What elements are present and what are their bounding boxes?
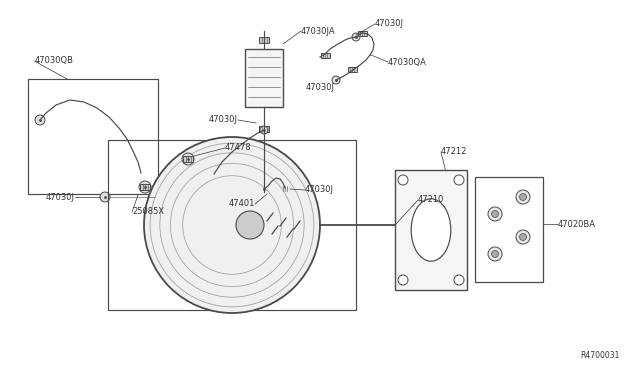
Circle shape xyxy=(520,193,527,201)
Circle shape xyxy=(139,181,151,193)
Bar xyxy=(280,186,289,190)
Text: 47030QB: 47030QB xyxy=(35,57,74,65)
Text: 47210: 47210 xyxy=(418,196,444,205)
Bar xyxy=(245,49,283,107)
Bar xyxy=(321,52,330,58)
Bar xyxy=(475,177,543,282)
Circle shape xyxy=(492,211,499,218)
Text: 47030J: 47030J xyxy=(375,19,404,29)
Bar xyxy=(140,184,150,190)
Circle shape xyxy=(488,247,502,261)
Circle shape xyxy=(260,126,268,134)
Text: 47401: 47401 xyxy=(228,199,255,208)
Circle shape xyxy=(260,185,268,193)
Text: 47020BA: 47020BA xyxy=(558,220,596,229)
Bar xyxy=(259,37,269,43)
Circle shape xyxy=(236,211,264,239)
Circle shape xyxy=(516,190,530,204)
Text: 47030JA: 47030JA xyxy=(301,26,335,35)
Circle shape xyxy=(520,234,527,241)
Bar xyxy=(348,67,356,71)
Text: 47030J: 47030J xyxy=(46,192,75,202)
Bar xyxy=(259,126,269,132)
Bar xyxy=(395,170,467,290)
Circle shape xyxy=(35,115,45,125)
Bar xyxy=(108,140,356,310)
Circle shape xyxy=(144,137,320,313)
Circle shape xyxy=(398,275,408,285)
Text: R4700031: R4700031 xyxy=(580,351,620,360)
Text: 47030J: 47030J xyxy=(306,83,335,92)
Circle shape xyxy=(516,230,530,244)
Text: 47478: 47478 xyxy=(225,144,252,153)
Circle shape xyxy=(488,207,502,221)
Text: 25085X: 25085X xyxy=(132,208,164,217)
Text: 47212: 47212 xyxy=(441,148,467,157)
Circle shape xyxy=(332,76,340,84)
Bar xyxy=(183,156,193,162)
Circle shape xyxy=(454,175,464,185)
Bar xyxy=(28,79,158,194)
Text: 47030QA: 47030QA xyxy=(388,58,427,67)
Circle shape xyxy=(352,33,360,41)
Circle shape xyxy=(454,275,464,285)
Text: 47030J: 47030J xyxy=(305,186,334,195)
Bar xyxy=(358,31,367,35)
Circle shape xyxy=(182,153,194,165)
Circle shape xyxy=(492,250,499,257)
Circle shape xyxy=(398,175,408,185)
Ellipse shape xyxy=(412,199,451,261)
Circle shape xyxy=(100,192,110,202)
Text: 47030J: 47030J xyxy=(209,115,238,125)
